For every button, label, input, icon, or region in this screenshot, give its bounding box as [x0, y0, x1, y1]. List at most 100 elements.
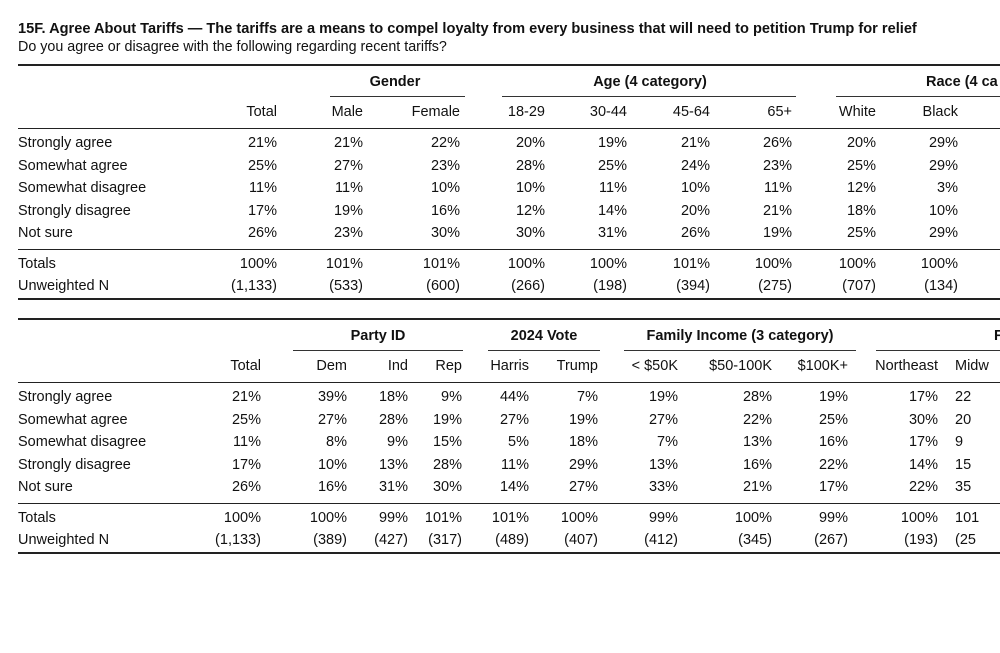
- table-cell: 24%: [680, 158, 710, 174]
- unweighted-n-cell: (412): [644, 532, 678, 548]
- table-cell: 28%: [432, 457, 462, 473]
- table-cell: 12%: [846, 180, 876, 196]
- unweighted-n-cell: (275): [758, 278, 792, 294]
- totals-cell: 101%: [491, 510, 529, 526]
- table-cell: 31%: [378, 479, 408, 495]
- table-cell: 21%: [680, 135, 710, 151]
- table-cell: 16%: [818, 434, 848, 450]
- row-label: Strongly agree: [18, 135, 113, 151]
- table-cell: 23%: [430, 158, 460, 174]
- column-header: 65+: [767, 104, 792, 120]
- table-cell: 28%: [515, 158, 545, 174]
- table-cell: 9%: [387, 434, 408, 450]
- table-cell: 28%: [378, 412, 408, 428]
- table-cell: 25%: [846, 158, 876, 174]
- table-cell: 22%: [430, 135, 460, 151]
- table-cell: 21%: [333, 135, 363, 151]
- group-underline: [488, 350, 600, 351]
- table-cell: 11%: [233, 434, 261, 450]
- table-cell: 29%: [568, 457, 598, 473]
- totals-cell: 100%: [920, 256, 958, 272]
- totals-label: Totals: [18, 256, 56, 272]
- group-header-age: Age (4 category): [593, 74, 707, 90]
- column-header: Black: [922, 104, 958, 120]
- unweighted-n-cell: (317): [428, 532, 462, 548]
- table-cell: 16%: [317, 479, 347, 495]
- totals-cell: 101: [955, 510, 980, 526]
- table-cell: 11%: [249, 180, 277, 196]
- totals-cell: 100%: [239, 256, 277, 272]
- table-cell: 19%: [648, 389, 678, 405]
- table-cell: 20%: [515, 135, 545, 151]
- table-cell: 18%: [378, 389, 408, 405]
- table-cell: 20%: [846, 135, 876, 151]
- table-cell: 9: [955, 434, 964, 450]
- table-cell: 27%: [317, 412, 347, 428]
- table-cell: 19%: [818, 389, 848, 405]
- group-header-gender: Gender: [369, 74, 421, 90]
- totals-cell: 100%: [900, 510, 938, 526]
- group-header-party-id: Party ID: [350, 328, 406, 344]
- page-subtitle: Do you agree or disagree with the follow…: [18, 39, 447, 55]
- table-cell: 19%: [568, 412, 598, 428]
- table-cell: 17%: [908, 434, 938, 450]
- table-cell: 7%: [657, 434, 678, 450]
- row-label: Somewhat agree: [18, 412, 128, 428]
- table-cell: 13%: [742, 434, 772, 450]
- table-cell: 13%: [648, 457, 678, 473]
- table-cell: 16%: [742, 457, 772, 473]
- table-cell: 22%: [818, 457, 848, 473]
- totals-cell: 101%: [424, 510, 462, 526]
- table-cell: 7%: [577, 389, 598, 405]
- totals-cell: 100%: [507, 256, 545, 272]
- table-cell: 13%: [378, 457, 408, 473]
- row-label: Somewhat disagree: [18, 180, 147, 196]
- group-underline: [293, 350, 463, 351]
- column-header: 30-44: [589, 104, 627, 120]
- group-underline: [330, 96, 465, 97]
- column-header: Northeast: [875, 358, 938, 374]
- group-underline: [502, 96, 796, 97]
- table-cell: 29%: [928, 158, 958, 174]
- table-cell: 27%: [333, 158, 363, 174]
- table-cell: 5%: [508, 434, 529, 450]
- table-cell: 23%: [762, 158, 792, 174]
- table-cell: 10%: [430, 180, 460, 196]
- unweighted-n-cell: (267): [814, 532, 848, 548]
- unweighted-n-label: Unweighted N: [18, 278, 110, 294]
- unweighted-n-cell: (707): [842, 278, 876, 294]
- totals-cell: 100%: [589, 256, 627, 272]
- table-cell: 10%: [680, 180, 710, 196]
- table-cell: 29%: [928, 225, 958, 241]
- totals-cell: 99%: [378, 510, 408, 526]
- unweighted-n-cell: (533): [329, 278, 363, 294]
- column-header: Rep: [435, 358, 462, 374]
- group-header-race: Race (4 ca: [926, 74, 998, 90]
- table-cell: 14%: [499, 479, 529, 495]
- table-cell: 25%: [597, 158, 627, 174]
- table-cell: 27%: [499, 412, 529, 428]
- table-cell: 25%: [846, 225, 876, 241]
- column-header: 45-64: [672, 104, 710, 120]
- column-header: $100K+: [797, 358, 848, 374]
- table-top-rule: [18, 318, 1000, 320]
- column-header: Harris: [490, 358, 529, 374]
- table-cell: 19%: [432, 412, 462, 428]
- table-cell: 21%: [742, 479, 772, 495]
- table-cell: 21%: [231, 389, 261, 405]
- unweighted-n-cell: (134): [924, 278, 958, 294]
- page-title: 15F. Agree About Tariffs — The tariffs a…: [18, 21, 917, 37]
- table-cell: 30%: [430, 225, 460, 241]
- totals-cell: 100%: [560, 510, 598, 526]
- row-label: Not sure: [18, 225, 73, 241]
- table-cell: 21%: [762, 203, 792, 219]
- table-cell: 11%: [599, 180, 627, 196]
- row-label: Strongly agree: [18, 389, 113, 405]
- unweighted-n-label: Unweighted N: [18, 532, 110, 548]
- table-cell: 18%: [846, 203, 876, 219]
- column-header: Total: [246, 104, 277, 120]
- totals-rule: [18, 503, 1000, 504]
- column-header: Total: [230, 358, 261, 374]
- table-cell: 44%: [499, 389, 529, 405]
- table-cell: 28%: [742, 389, 772, 405]
